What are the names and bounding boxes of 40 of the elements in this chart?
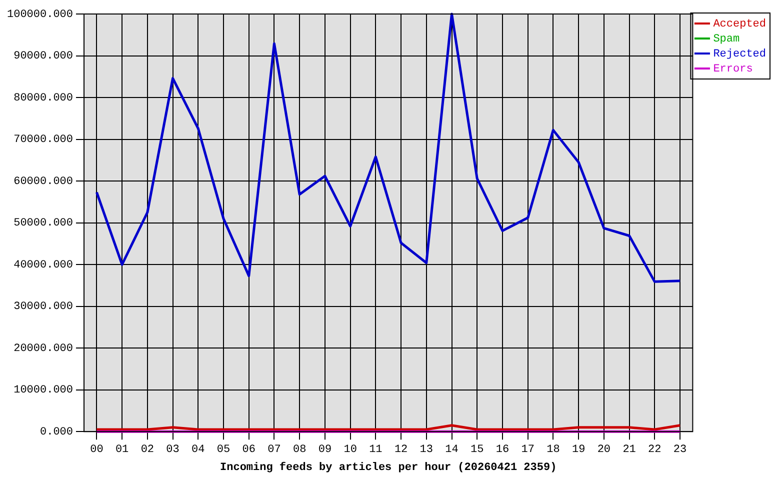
x-tick-label: 21 [622,444,636,456]
x-tick-label: 15 [470,444,484,456]
y-tick-label: 60000.000 [14,176,74,188]
y-tick-label: 40000.000 [14,259,74,272]
x-tick-label: 01 [115,444,130,456]
x-tick-label: 12 [394,444,408,456]
y-tick-label: 50000.000 [14,218,74,230]
y-tick-label: 70000.000 [14,134,74,146]
y-tick-label: 10000.000 [14,384,74,397]
y-tick-label: 20000.000 [14,342,74,355]
legend-label: Spam [713,33,740,46]
x-tick-label: 18 [546,444,560,456]
x-tick-label: 13 [420,444,433,456]
y-tick-label: 80000.000 [14,92,74,104]
x-tick-label: 04 [192,444,206,456]
x-tick-label: 06 [242,444,256,456]
x-tick-label: 14 [445,444,459,456]
x-tick-label: 08 [292,444,306,456]
x-tick-label: 09 [318,444,332,456]
x-tick-label: 22 [648,444,662,456]
x-tick-label: 19 [572,444,586,456]
y-tick-label: 30000.000 [14,301,74,314]
y-tick-label: 0.000 [40,426,74,439]
legend-label: Errors [713,63,753,76]
x-tick-label: 20 [597,444,611,456]
x-tick-label: 02 [140,444,154,456]
x-tick-label: 03 [166,444,180,456]
x-axis-title: Incoming feeds by articles per hour (20260421 2359) [220,461,557,474]
x-tick-label: 05 [216,444,230,456]
x-tick-label: 11 [369,444,383,456]
x-tick-label: 16 [496,444,510,456]
x-tick-label: 17 [521,444,534,456]
x-tick-label: 07 [268,444,281,456]
legend-label: Rejected [713,48,766,60]
legend-label: Accepted [713,18,766,30]
x-tick-label: 10 [344,444,357,456]
y-tick-label: 90000.000 [14,50,74,63]
x-tick-label: 00 [90,444,104,456]
y-tick-label: 100000.000 [6,8,74,21]
x-tick-label: 23 [673,444,687,456]
